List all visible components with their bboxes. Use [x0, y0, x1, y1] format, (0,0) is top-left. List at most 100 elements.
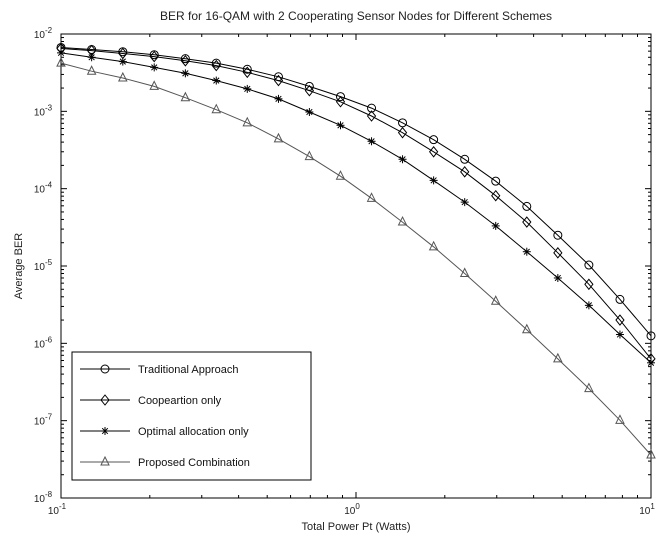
data-point: [553, 230, 563, 240]
data-point: [398, 155, 407, 164]
data-point: [273, 132, 284, 143]
series-line: [60, 62, 652, 456]
data-point: [397, 126, 408, 139]
legend-box: [71, 351, 312, 481]
legend-marker: [100, 455, 110, 466]
data-point: [491, 176, 501, 186]
data-point: [646, 448, 656, 459]
data-point: [398, 118, 408, 128]
data-point: [180, 55, 191, 67]
data-point: [181, 69, 190, 78]
series-3: [56, 57, 656, 459]
data-point: [553, 352, 563, 363]
legend: Traditional Approach Coopeartion only Opti…: [71, 351, 312, 481]
data-point: [460, 166, 470, 178]
legend-label: Optimal allocation only: [138, 426, 249, 438]
data-point: [336, 121, 345, 130]
data-point: [584, 278, 594, 291]
legend-label: Coopeartion only: [138, 395, 222, 407]
data-point: [491, 189, 501, 202]
data-point: [584, 301, 593, 310]
data-point: [460, 198, 469, 207]
data-point: [150, 63, 159, 72]
data-point: [397, 215, 408, 226]
y-tick-label: 10-8: [34, 490, 53, 505]
data-point: [56, 57, 66, 67]
y-tick-label: 10-3: [34, 103, 53, 118]
data-point: [490, 295, 501, 305]
data-point: [553, 273, 562, 282]
legend-marker: [100, 394, 110, 406]
data-point: [615, 414, 625, 424]
data-point: [242, 66, 252, 79]
legend-label: Traditional Approach: [138, 364, 239, 376]
data-point: [615, 294, 625, 304]
data-point: [491, 221, 500, 230]
data-point: [615, 330, 624, 339]
data-point: [304, 150, 315, 161]
data-point: [274, 94, 283, 103]
data-point: [459, 267, 470, 277]
data-point: [304, 84, 315, 97]
series-line: [60, 47, 652, 337]
data-point: [212, 76, 221, 85]
data-point: [86, 65, 97, 75]
data-point: [522, 247, 531, 256]
data-point: [149, 50, 159, 60]
x-tick-label: 101: [639, 502, 655, 517]
x-tick-label: 100: [344, 502, 360, 517]
series-layer: [56, 42, 656, 459]
data-point: [273, 74, 284, 87]
data-point: [242, 116, 253, 127]
data-point: [584, 260, 594, 270]
series-1: [56, 42, 656, 365]
data-point: [180, 91, 191, 102]
data-point: [428, 145, 439, 158]
data-point: [211, 58, 221, 68]
data-point: [367, 103, 377, 113]
data-point: [366, 192, 377, 202]
data-point: [366, 110, 377, 122]
data-point: [584, 382, 594, 393]
chart-title: BER for 16-QAM with 2 Cooperating Sensor…: [160, 9, 552, 23]
y-tick-label: 10-7: [34, 413, 53, 428]
legend-marker: [100, 364, 110, 374]
data-point: [553, 247, 563, 259]
data-point: [243, 84, 252, 93]
data-point: [428, 240, 439, 251]
data-point: [429, 135, 439, 145]
data-point: [647, 358, 655, 367]
data-point: [180, 54, 190, 64]
data-point: [211, 59, 221, 72]
data-point: [57, 48, 65, 57]
data-point: [242, 64, 252, 74]
data-point: [118, 57, 127, 66]
data-point: [521, 323, 532, 334]
data-point: [367, 137, 376, 146]
x-axis-label: Total Power Pt (Watts): [301, 521, 410, 533]
data-point: [522, 201, 532, 211]
legend-marker: [101, 427, 109, 435]
data-point: [615, 314, 625, 326]
data-point: [460, 154, 470, 164]
series-0: [56, 42, 656, 341]
y-tick-label: 10-5: [34, 258, 53, 273]
series-2: [57, 48, 655, 367]
y-tick-label: 10-2: [34, 26, 53, 41]
axis-ticks: [60, 33, 652, 499]
data-point: [149, 80, 160, 90]
data-point: [335, 95, 346, 108]
legend-label: Proposed Combination: [138, 457, 250, 469]
series-line: [60, 48, 652, 360]
data-point: [149, 50, 159, 63]
y-tick-label: 10-4: [34, 181, 53, 196]
data-point: [211, 103, 222, 114]
y-tick-label: 10-6: [34, 335, 53, 350]
data-point: [429, 176, 438, 185]
y-axis-label: Average BER: [13, 233, 25, 300]
data-point: [522, 216, 532, 228]
data-point: [646, 331, 656, 341]
data-point: [87, 53, 96, 62]
data-point: [335, 170, 346, 180]
